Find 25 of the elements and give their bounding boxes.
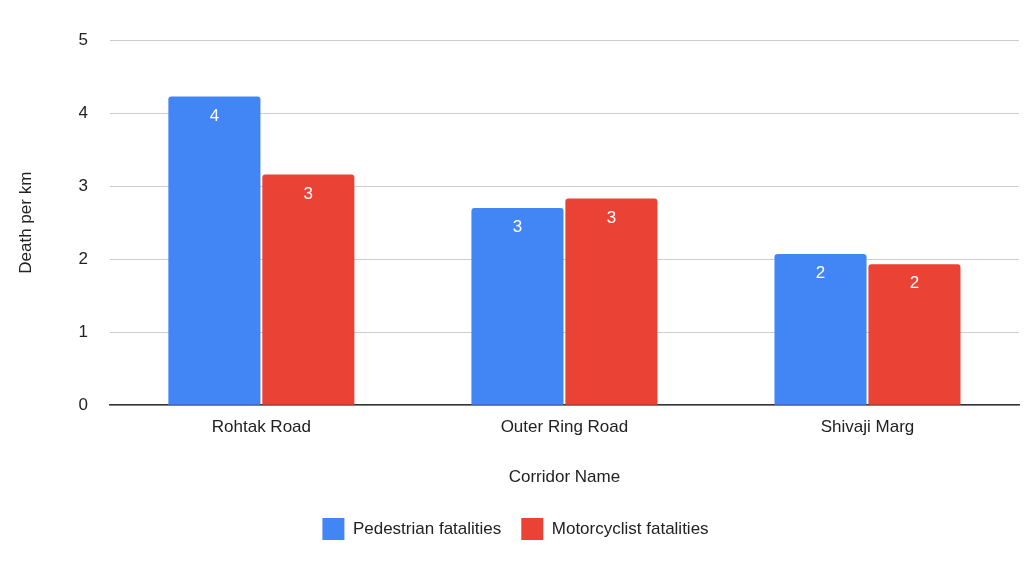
- bar: [168, 96, 261, 405]
- y-tick-label: 0: [78, 394, 88, 414]
- x-axis-title: Corridor Name: [508, 467, 621, 487]
- bar: [774, 254, 867, 405]
- x-tick-label: Outer Ring Road: [500, 417, 629, 437]
- bar: [565, 198, 658, 405]
- bar: [868, 264, 961, 405]
- legend-label: Motorcyclist fatalities: [551, 518, 709, 538]
- bar: [262, 174, 355, 405]
- y-tick-label: 3: [78, 175, 88, 195]
- data-label: 2: [909, 273, 920, 293]
- x-tick-label: Shivaji Marg: [820, 417, 915, 437]
- data-label: 3: [303, 183, 314, 203]
- bar: [471, 208, 564, 405]
- y-tick-label: 2: [78, 248, 88, 268]
- data-label: 4: [209, 105, 220, 125]
- y-tick-label: 4: [78, 102, 88, 122]
- data-label: 2: [815, 263, 826, 283]
- y-tick-label: 5: [78, 29, 88, 49]
- y-tick-label: 1: [78, 321, 88, 341]
- data-label: 3: [606, 207, 617, 227]
- legend-label: Pedestrian fatalities: [352, 518, 502, 538]
- x-tick-label: Rohtak Road: [211, 417, 311, 437]
- data-label: 3: [512, 217, 523, 237]
- y-axis-title: Death per km: [15, 171, 35, 274]
